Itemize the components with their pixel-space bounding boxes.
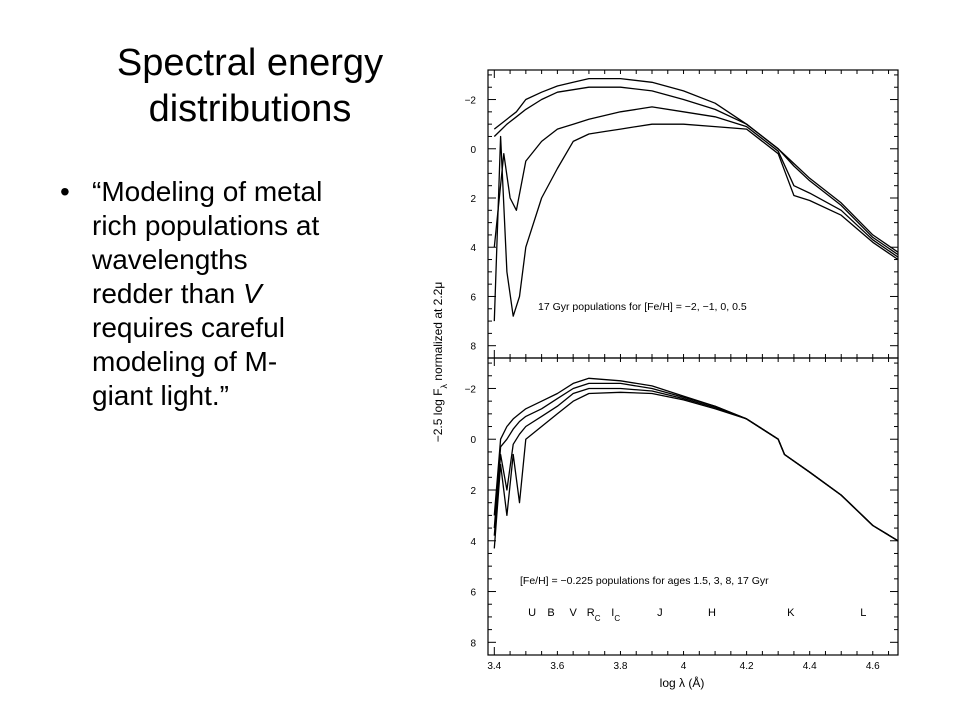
filter-label-B: B: [547, 607, 554, 619]
x-tick-label: 4.4: [803, 661, 817, 672]
bottom-panel: −2 0 2 4 6 8 3.4 3.6 3.8 4 4.2 4.4 4.6 [Fe/H] = −0.22…: [465, 357, 899, 672]
bullet-dot: •: [60, 176, 70, 207]
filter-label-I: IC: [611, 607, 620, 623]
x-tick-label: 4.2: [740, 661, 754, 672]
bullet-line: giant light.”: [92, 380, 229, 411]
slide-title: Spectral energy distributions: [70, 40, 430, 132]
y-axis-label-text: −2.5 log Fλ normalized at 2.2μ: [431, 282, 449, 443]
title-line: distributions: [148, 88, 352, 130]
series-line-2: [493, 86, 899, 256]
y-tick-label: −2: [465, 384, 477, 395]
bullet-line: rich populations at: [92, 210, 320, 241]
panel-annotation: [Fe/H] = −0.225 populations for ages 1.5…: [520, 575, 769, 587]
y-tick-label: 0: [470, 435, 476, 446]
x-axis-label: log λ (Å): [660, 675, 705, 690]
bullet-italic-v: V: [243, 278, 262, 309]
x-tick-label: 3.8: [614, 661, 628, 672]
series-line-4: [493, 391, 899, 549]
bullet-line: wavelengths: [92, 244, 248, 275]
x-tick-label: 3.4: [487, 661, 501, 672]
spectral-figure: −2 0 2 4 6 8 17 Gyr populations for [Fe/H] = −…: [420, 60, 900, 710]
panel-annotation: 17 Gyr populations for [Fe/H] = −2, −1, …: [538, 301, 747, 313]
top-panel: −2 0 2 4 6 8 17 Gyr populations for [Fe/H] = −…: [465, 69, 899, 359]
filter-label-U: U: [528, 607, 536, 619]
filter-label-R: RC: [587, 607, 601, 623]
y-tick-label: 2: [470, 486, 476, 497]
y-tick-label: 8: [470, 342, 476, 353]
filter-label-V: V: [569, 607, 577, 619]
y-tick-label: 4: [470, 243, 476, 254]
plot-frame: [487, 357, 899, 656]
bullet-line-part: redder than: [92, 278, 243, 309]
y-tick-label: 0: [470, 145, 476, 156]
y-tick-label: 8: [470, 638, 476, 649]
x-tick-label: 4: [681, 661, 687, 672]
series-line-3: [493, 387, 899, 542]
filter-label-L: L: [860, 607, 866, 619]
series-line-3: [493, 106, 899, 258]
series-line-2: [493, 382, 899, 542]
y-tick-label: 6: [470, 588, 476, 599]
bullet-text: “Modeling of metal rich populations at w…: [92, 175, 412, 413]
y-tick-label: 2: [470, 194, 476, 205]
bullet-line: “Modeling of metal: [92, 176, 323, 207]
filter-label-H: H: [708, 607, 716, 619]
spectral-chart-svg: −2 0 2 4 6 8 17 Gyr populations for [Fe/H] = −…: [431, 69, 899, 690]
y-tick-label: 4: [470, 537, 476, 548]
filter-label-K: K: [787, 607, 795, 619]
series-line-4: [493, 123, 899, 322]
series-line-1: [493, 77, 899, 253]
x-tick-label: 3.6: [550, 661, 564, 672]
bullet-line: requires careful: [92, 312, 285, 343]
bullet-line: modeling of M-: [92, 346, 278, 377]
bullet-line: redder than V: [92, 277, 412, 311]
y-axis-label: −2.5 log Fλ normalized at 2.2μ: [431, 282, 449, 443]
y-tick-label: 6: [470, 292, 476, 303]
title-line: Spectral energy: [116, 42, 384, 84]
x-tick-label: 4.6: [866, 661, 880, 672]
filter-label-J: J: [657, 607, 663, 619]
y-tick-label: −2: [465, 96, 477, 107]
